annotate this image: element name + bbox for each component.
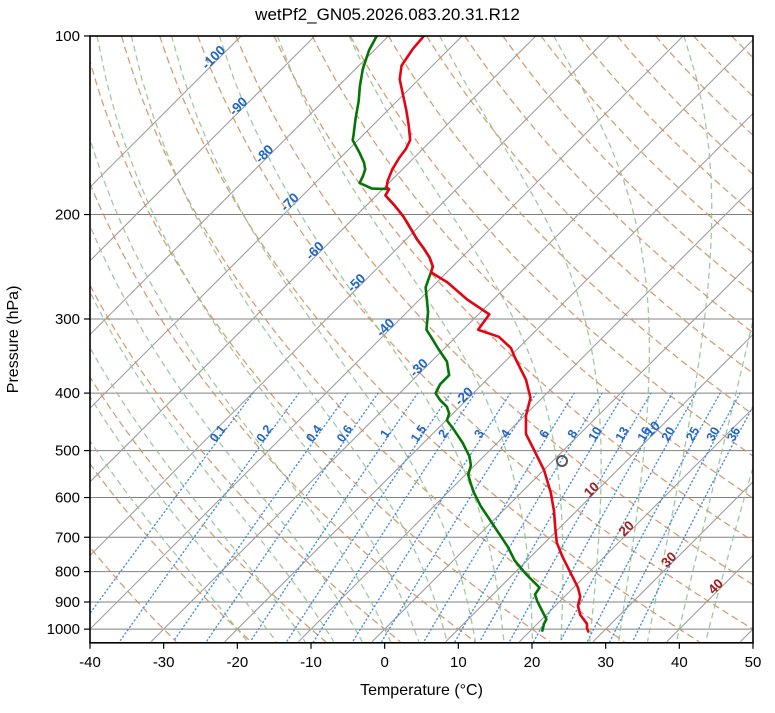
svg-text:100: 100 — [55, 28, 80, 45]
svg-text:800: 800 — [55, 564, 80, 581]
svg-text:200: 200 — [55, 207, 80, 224]
svg-text:-20: -20 — [226, 654, 248, 671]
svg-text:-30: -30 — [153, 654, 175, 671]
svg-text:40: 40 — [671, 654, 688, 671]
svg-text:Temperature (°C): Temperature (°C) — [360, 682, 483, 699]
svg-text:Pressure (hPa): Pressure (hPa) — [5, 286, 22, 394]
svg-text:500: 500 — [55, 443, 80, 460]
svg-text:10: 10 — [450, 654, 467, 671]
svg-text:wetPf2_GN05.2026.083.20.31.R12: wetPf2_GN05.2026.083.20.31.R12 — [254, 5, 520, 24]
svg-text:900: 900 — [55, 594, 80, 611]
svg-text:600: 600 — [55, 490, 80, 507]
svg-text:30: 30 — [597, 654, 614, 671]
svg-text:20: 20 — [524, 654, 541, 671]
svg-text:-10: -10 — [300, 654, 322, 671]
svg-text:1000: 1000 — [47, 621, 80, 638]
svg-text:50: 50 — [745, 654, 762, 671]
svg-text:700: 700 — [55, 529, 80, 546]
svg-text:-40: -40 — [79, 654, 101, 671]
svg-text:0: 0 — [380, 654, 388, 671]
svg-text:400: 400 — [55, 385, 80, 402]
svg-text:300: 300 — [55, 311, 80, 328]
